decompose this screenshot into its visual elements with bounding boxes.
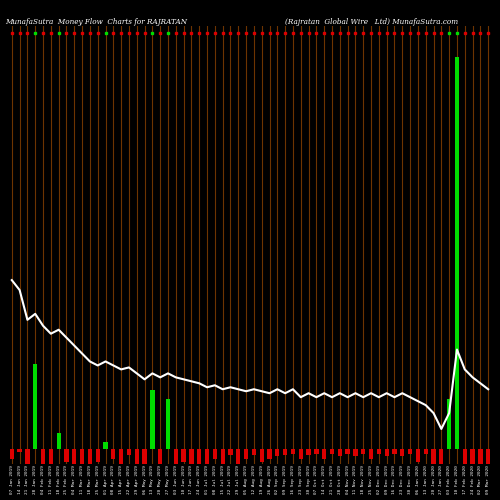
Bar — [220, 448, 225, 485]
Bar — [424, 448, 428, 454]
Bar — [197, 448, 202, 490]
Bar — [56, 433, 61, 448]
Bar — [212, 448, 217, 459]
Bar — [166, 399, 170, 448]
Bar — [236, 448, 240, 464]
Bar — [354, 448, 358, 456]
Bar — [455, 57, 459, 448]
Bar — [182, 448, 186, 462]
Bar — [111, 448, 116, 459]
Bar — [384, 448, 389, 456]
Bar — [306, 448, 310, 455]
Bar — [80, 448, 84, 472]
Text: (Rajratan  Global Wire   Ltd) MunafaSutra.com: (Rajratan Global Wire Ltd) MunafaSutra.c… — [285, 18, 458, 25]
Bar — [260, 448, 264, 462]
Bar — [275, 448, 280, 456]
Bar — [252, 448, 256, 455]
Bar — [174, 448, 178, 477]
Bar — [408, 448, 412, 454]
Bar — [127, 448, 131, 455]
Bar — [361, 448, 366, 454]
Bar — [268, 448, 272, 459]
Bar — [478, 448, 482, 481]
Bar — [26, 448, 30, 500]
Bar — [205, 448, 209, 477]
Bar — [190, 448, 194, 472]
Bar — [376, 448, 381, 454]
Bar — [416, 448, 420, 462]
Bar — [41, 448, 45, 494]
Bar — [439, 448, 444, 488]
Bar — [96, 448, 100, 462]
Bar — [432, 448, 436, 494]
Bar — [322, 448, 326, 459]
Bar — [48, 448, 53, 472]
Bar — [447, 399, 452, 448]
Bar — [134, 448, 139, 494]
Bar — [72, 448, 76, 481]
Bar — [10, 448, 14, 459]
Bar — [88, 448, 92, 500]
Bar — [291, 448, 295, 454]
Bar — [158, 448, 162, 464]
Bar — [228, 448, 232, 455]
Bar — [142, 448, 146, 472]
Bar — [369, 448, 373, 459]
Bar — [64, 448, 68, 462]
Bar — [298, 448, 303, 459]
Bar — [18, 448, 22, 452]
Bar — [283, 448, 288, 455]
Bar — [104, 442, 108, 448]
Bar — [330, 448, 334, 454]
Bar — [314, 448, 318, 454]
Text: MunafaSutra  Money Flow  Charts for RAJRATAN: MunafaSutra Money Flow Charts for RAJRAT… — [5, 18, 187, 25]
Bar — [462, 448, 467, 500]
Bar — [33, 364, 38, 448]
Bar — [346, 448, 350, 454]
Bar — [150, 390, 154, 448]
Bar — [338, 448, 342, 456]
Bar — [400, 448, 404, 456]
Bar — [392, 448, 396, 454]
Bar — [486, 448, 490, 464]
Bar — [470, 448, 474, 472]
Bar — [244, 448, 248, 459]
Bar — [119, 448, 124, 464]
